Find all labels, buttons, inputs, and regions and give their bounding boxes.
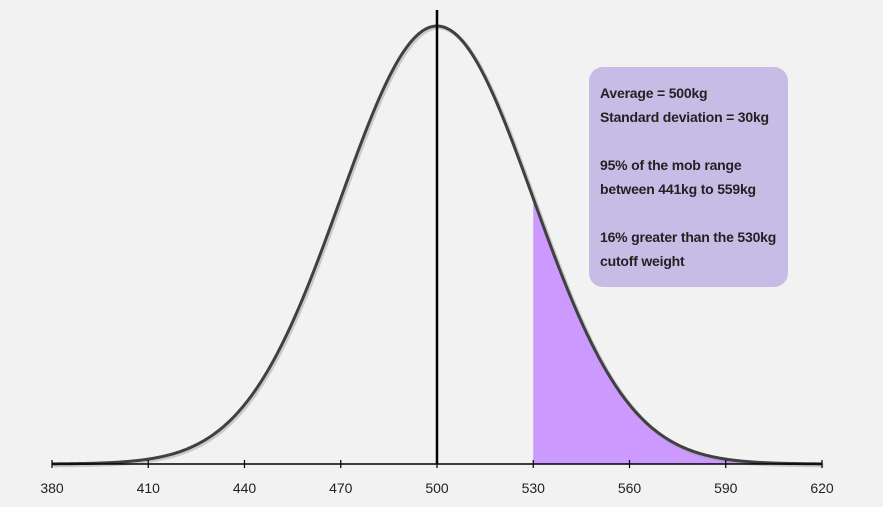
x-tick-label: 620 bbox=[810, 480, 834, 496]
shaded-tail-region bbox=[533, 198, 822, 464]
x-tick-label: 500 bbox=[425, 480, 449, 496]
annotation-box: Average = 500kg Standard deviation = 30kg… bbox=[589, 67, 788, 287]
annotation-line: Standard deviation = 30kg bbox=[600, 109, 769, 125]
annotation-line: between 441kg to 559kg bbox=[600, 181, 756, 197]
x-tick-label: 410 bbox=[137, 480, 161, 496]
annotation-spacer bbox=[600, 201, 780, 225]
x-tick-label: 380 bbox=[40, 480, 64, 496]
x-tick-label: 560 bbox=[618, 480, 642, 496]
annotation-line: cutoff weight bbox=[600, 253, 685, 269]
annotation-line: 95% of the mob range bbox=[600, 157, 742, 173]
x-tick-label: 530 bbox=[522, 480, 546, 496]
x-tick-label: 440 bbox=[233, 480, 257, 496]
annotation-line: 16% greater than the 530kg bbox=[600, 229, 777, 245]
x-tick-label: 590 bbox=[714, 480, 738, 496]
annotation-line: Average = 500kg bbox=[600, 85, 708, 101]
annotation-spacer bbox=[600, 129, 780, 153]
x-tick-label: 470 bbox=[329, 480, 353, 496]
